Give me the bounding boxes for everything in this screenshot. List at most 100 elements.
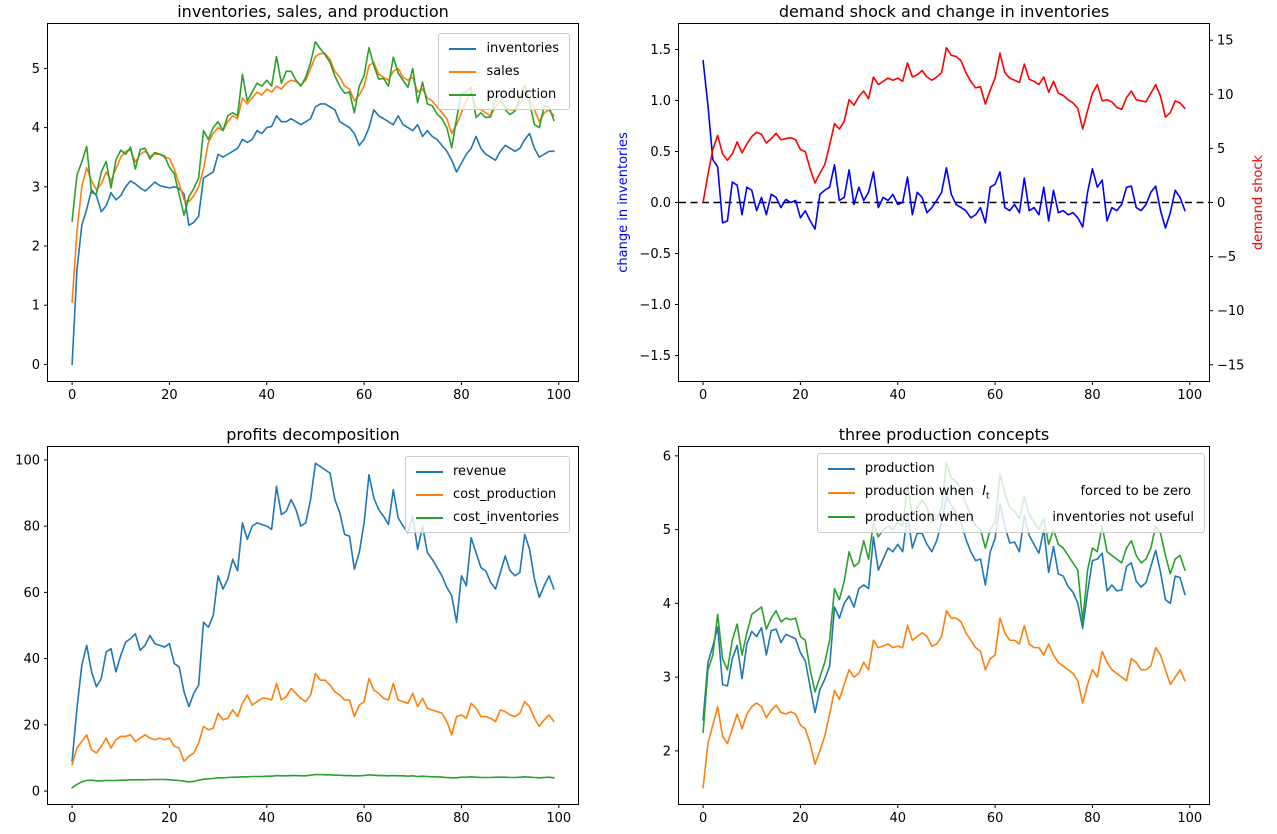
- x-tick-label: 40: [889, 811, 906, 826]
- series-line-cost-production: [71, 672, 555, 766]
- y-tick-label: 0.0: [650, 196, 671, 211]
- x-tick-label: 60: [356, 811, 373, 826]
- subplot-inventories-sales-production: inventories, sales, and production 0 20 40…: [32, 2, 579, 403]
- y-tick-label: 3: [663, 671, 671, 686]
- y-tick-label-right: −5: [1217, 250, 1236, 265]
- y-tick-label: 5: [663, 523, 671, 538]
- y-tick-label: 4: [663, 597, 671, 612]
- subplot-profits-decomposition: profits decomposition 0 20 40 60 80 100 0 20 40 6…: [15, 425, 579, 826]
- legend-line-swatch: [449, 47, 477, 50]
- legend-label: production when inventories not useful: [864, 509, 1194, 525]
- y-tick-label: −0.5: [639, 247, 671, 262]
- legend: inventories sales production: [438, 33, 570, 110]
- legend-item-revenue: revenue: [415, 464, 559, 479]
- legend-label: production: [486, 87, 557, 102]
- legend-line-swatch: [827, 491, 855, 494]
- legend-label: cost_inventories: [452, 510, 559, 525]
- legend-item-cost-production: cost_production: [415, 487, 559, 502]
- x-tick-label: 20: [792, 811, 809, 826]
- legend-line-swatch: [827, 467, 855, 470]
- chart-title: inventories, sales, and production: [177, 2, 449, 21]
- y-tick-label: −1.5: [639, 349, 671, 364]
- plot-area: 0 20 40 60 80 100−1.5−1.0−0.50.00.51.01.5−15−…: [639, 34, 1244, 403]
- x-tick-label: 60: [987, 388, 1004, 403]
- legend-line-swatch: [449, 93, 477, 96]
- legend-label: inventories: [486, 41, 559, 56]
- x-tick-label: 0: [699, 811, 707, 826]
- y-tick-label: 4: [32, 121, 40, 136]
- series-line-cost-inventories: [71, 773, 555, 789]
- legend: revenue cost_production cost_inventories: [404, 456, 570, 533]
- plot-area: 0 20 40 60 80 100 0 20 40 60 80 100: [15, 453, 571, 826]
- x-tick-label: 0: [68, 811, 76, 826]
- x-tick-label: 80: [1084, 811, 1101, 826]
- y-tick-label: 5: [32, 62, 40, 77]
- legend-item-inventories: inventories: [449, 41, 559, 56]
- subplot-three-production-concepts: three production concepts 0 20 40 60 80 100 2 3…: [663, 425, 1210, 826]
- legend-label: sales: [486, 64, 520, 79]
- legend-label: production when It forced to be zero: [864, 484, 1191, 502]
- y-tick-label: 1.0: [650, 94, 671, 109]
- x-tick-label: 20: [792, 388, 809, 403]
- y-tick-label: 100: [15, 453, 40, 468]
- series-line-production-no-inventory: [702, 609, 1186, 789]
- legend-item-production-no-inventory: production when It forced to be zero: [827, 484, 1194, 502]
- y-axis-label-left: change in inventories: [615, 132, 631, 273]
- x-tick-label: 80: [453, 388, 470, 403]
- x-tick-label: 100: [546, 811, 571, 826]
- y-tick-label: 0: [32, 785, 40, 800]
- legend-item-production-actual: production: [827, 461, 1194, 476]
- legend-line-swatch: [415, 470, 443, 473]
- y-tick-label: 0: [32, 358, 40, 373]
- x-tick-label: 60: [356, 388, 373, 403]
- y-axis-label-right: demand shock: [1251, 154, 1267, 251]
- y-tick-label: 1: [32, 299, 40, 314]
- y-tick-label: 80: [23, 520, 40, 535]
- x-tick-label: 80: [1084, 388, 1101, 403]
- x-tick-label: 20: [161, 388, 178, 403]
- legend-line-swatch: [827, 516, 855, 519]
- legend: production production when It forced to b…: [816, 453, 1205, 533]
- x-tick-label: 0: [68, 388, 76, 403]
- legend-label: revenue: [452, 464, 507, 479]
- y-tick-label: 60: [23, 586, 40, 601]
- legend-line-swatch: [415, 493, 443, 496]
- y-tick-label: 20: [23, 718, 40, 733]
- x-tick-label: 0: [699, 388, 707, 403]
- legend-item-production-inventories-not-useful: production when inventories not useful: [827, 509, 1194, 525]
- chart-title: demand shock and change in inventories: [778, 2, 1110, 21]
- y-tick-label: 3: [32, 180, 40, 195]
- y-tick-label: 0.5: [650, 145, 671, 160]
- chart-title: profits decomposition: [226, 425, 400, 444]
- y-tick-label: 1.5: [650, 43, 671, 58]
- x-tick-label: 80: [453, 811, 470, 826]
- series-line-demand-shock: [702, 46, 1186, 204]
- series-line-revenue: [71, 462, 555, 763]
- subplot-demand-shock-change-in-inventories: demand shock and change in inventories 0…: [616, 2, 1267, 403]
- x-tick-label: 20: [161, 811, 178, 826]
- y-tick-label-right: −15: [1217, 358, 1244, 373]
- y-tick-label-right: 15: [1217, 34, 1234, 49]
- y-tick-label: 2: [663, 744, 671, 759]
- legend-item-cost-inventories: cost_inventories: [415, 510, 559, 525]
- legend-line-swatch: [415, 516, 443, 519]
- legend-label: production: [864, 461, 935, 476]
- y-tick-label: 6: [663, 449, 671, 464]
- legend-item-sales: sales: [449, 64, 559, 79]
- y-tick-label-right: 0: [1217, 196, 1225, 211]
- y-tick-label: 2: [32, 240, 40, 255]
- x-tick-label: 40: [258, 811, 275, 826]
- x-tick-label: 40: [889, 388, 906, 403]
- legend-label: cost_production: [452, 487, 557, 502]
- y-tick-label: −1.0: [639, 298, 671, 313]
- y-tick-label-right: 5: [1217, 142, 1225, 157]
- x-tick-label: 100: [1177, 811, 1202, 826]
- legend-item-production: production: [449, 87, 559, 102]
- series-line-change-in-inventories: [702, 59, 1186, 230]
- y-tick-label-right: −10: [1217, 304, 1244, 319]
- series-line-inventories: [71, 103, 555, 366]
- y-tick-label: 40: [23, 652, 40, 667]
- legend-line-swatch: [449, 70, 477, 73]
- y-tick-label-right: 10: [1217, 88, 1234, 103]
